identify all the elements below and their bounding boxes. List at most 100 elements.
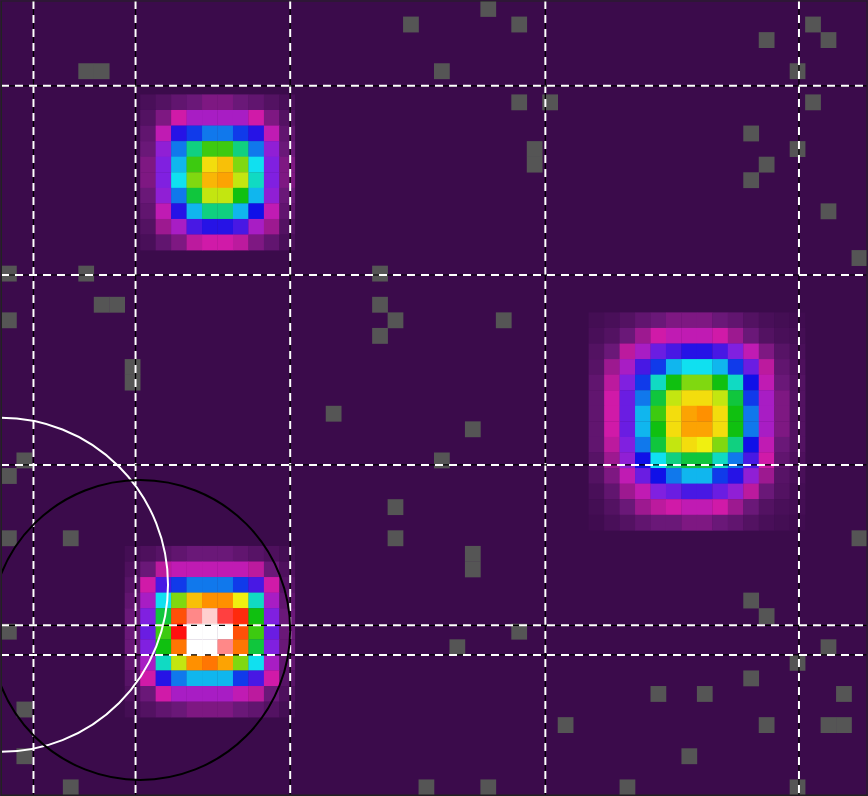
cell [140, 110, 156, 126]
cell [681, 515, 697, 531]
cell [620, 359, 636, 375]
cell [666, 484, 682, 500]
cell [187, 141, 203, 157]
cell [759, 484, 775, 500]
masked-pixel [78, 266, 94, 282]
cell [604, 437, 620, 453]
cell [233, 94, 249, 110]
cell [790, 515, 806, 531]
chart [0, 0, 868, 796]
cell [187, 94, 203, 110]
cell [604, 328, 620, 344]
cell [279, 157, 295, 173]
cell [743, 328, 759, 344]
cell [233, 670, 249, 686]
cell [187, 546, 203, 562]
cell [712, 312, 728, 328]
masked-pixel [1, 530, 17, 546]
cell [202, 235, 218, 251]
cell [589, 437, 605, 453]
cell [233, 639, 249, 655]
masked-pixel [449, 639, 465, 655]
cell [187, 203, 203, 219]
cell [125, 577, 141, 593]
cell [187, 686, 203, 702]
grid-line [1, 464, 867, 465]
cell [774, 390, 790, 406]
cell [651, 359, 667, 375]
cell [140, 219, 156, 235]
cell [635, 359, 651, 375]
cell [635, 515, 651, 531]
cell [248, 219, 264, 235]
cell [187, 219, 203, 235]
source [125, 546, 295, 718]
cell [202, 203, 218, 219]
cell [697, 421, 713, 437]
cell [218, 577, 234, 593]
cell [759, 328, 775, 344]
cell [233, 686, 249, 702]
cell [620, 484, 636, 500]
cell [743, 312, 759, 328]
cell [712, 390, 728, 406]
cell [666, 499, 682, 515]
cell [218, 110, 234, 126]
cell [743, 406, 759, 422]
cell [681, 375, 697, 391]
cell [681, 499, 697, 515]
cell [264, 188, 280, 204]
cell [743, 437, 759, 453]
cell [651, 375, 667, 391]
cell [743, 359, 759, 375]
cell [728, 437, 744, 453]
cell [620, 468, 636, 484]
masked-pixel [388, 499, 404, 515]
cell [759, 437, 775, 453]
grid-line [1, 654, 867, 655]
cell [697, 499, 713, 515]
cell [233, 608, 249, 624]
cell [635, 328, 651, 344]
cell [279, 188, 295, 204]
cell [666, 421, 682, 437]
cell [156, 670, 172, 686]
cell [171, 577, 187, 593]
cell [743, 375, 759, 391]
cell [651, 344, 667, 360]
cell [156, 235, 172, 251]
cell [202, 686, 218, 702]
cell [233, 561, 249, 577]
cell [171, 188, 187, 204]
cell [697, 344, 713, 360]
cell [666, 406, 682, 422]
cell [125, 608, 141, 624]
cell [774, 437, 790, 453]
cell [635, 312, 651, 328]
cell [156, 593, 172, 609]
cell [774, 328, 790, 344]
cell [681, 437, 697, 453]
cell [202, 126, 218, 142]
grid-line [290, 1, 291, 795]
cell [171, 157, 187, 173]
cell [140, 577, 156, 593]
cell [140, 546, 156, 562]
cell [620, 499, 636, 515]
masked-pixel [558, 717, 574, 733]
cell [202, 608, 218, 624]
cell [790, 437, 806, 453]
cell [666, 359, 682, 375]
cell [187, 608, 203, 624]
cell [279, 94, 295, 110]
masked-pixel [372, 297, 388, 313]
cell [712, 421, 728, 437]
cell [187, 639, 203, 655]
cell [697, 452, 713, 468]
cell [790, 390, 806, 406]
cell [140, 561, 156, 577]
cell [712, 452, 728, 468]
cell [248, 172, 264, 188]
cell [248, 126, 264, 142]
cell [248, 94, 264, 110]
